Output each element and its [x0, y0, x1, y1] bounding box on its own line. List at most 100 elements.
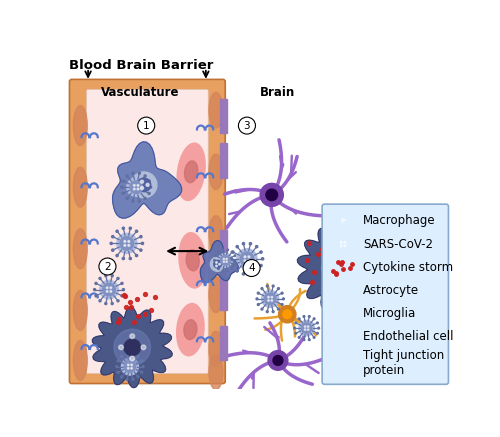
Circle shape — [227, 249, 228, 251]
Circle shape — [210, 257, 224, 271]
Ellipse shape — [184, 320, 197, 340]
Circle shape — [122, 257, 124, 260]
Circle shape — [116, 254, 118, 257]
Circle shape — [356, 243, 358, 245]
Circle shape — [344, 245, 346, 247]
Circle shape — [272, 311, 274, 312]
Text: 3: 3 — [244, 121, 250, 131]
Circle shape — [234, 255, 236, 257]
Text: 1: 1 — [143, 121, 150, 131]
Circle shape — [355, 237, 357, 239]
Circle shape — [250, 273, 252, 275]
Text: 2: 2 — [104, 261, 111, 271]
Circle shape — [278, 308, 280, 310]
Circle shape — [351, 254, 353, 257]
Circle shape — [328, 243, 330, 245]
Circle shape — [132, 378, 134, 380]
Circle shape — [342, 312, 344, 315]
Circle shape — [303, 339, 305, 340]
Circle shape — [250, 243, 252, 245]
Bar — [220, 326, 227, 361]
Circle shape — [136, 254, 138, 257]
Circle shape — [99, 300, 101, 302]
Circle shape — [260, 264, 262, 267]
Circle shape — [283, 310, 292, 319]
Circle shape — [334, 235, 352, 253]
Circle shape — [146, 184, 149, 187]
Circle shape — [214, 260, 222, 268]
Circle shape — [128, 244, 130, 246]
Circle shape — [116, 366, 117, 368]
Circle shape — [131, 368, 132, 369]
Circle shape — [272, 285, 274, 287]
Circle shape — [261, 288, 263, 289]
Circle shape — [238, 117, 256, 134]
Circle shape — [340, 310, 346, 317]
Circle shape — [338, 216, 347, 225]
Circle shape — [138, 200, 140, 202]
Text: Endothelial cell: Endothelial cell — [363, 330, 454, 343]
Circle shape — [117, 277, 119, 279]
Circle shape — [132, 200, 134, 202]
Circle shape — [227, 270, 228, 271]
Circle shape — [216, 262, 218, 263]
Circle shape — [234, 264, 236, 266]
Circle shape — [242, 243, 244, 245]
Ellipse shape — [177, 143, 205, 201]
Circle shape — [340, 245, 342, 247]
Circle shape — [339, 229, 341, 231]
Circle shape — [132, 172, 134, 174]
Circle shape — [122, 180, 124, 182]
Circle shape — [110, 291, 112, 292]
Circle shape — [302, 323, 312, 333]
Circle shape — [322, 248, 362, 288]
Circle shape — [333, 254, 335, 257]
Polygon shape — [298, 224, 386, 312]
Ellipse shape — [339, 332, 347, 342]
Ellipse shape — [334, 323, 351, 350]
Circle shape — [339, 278, 344, 283]
Circle shape — [137, 188, 139, 190]
Circle shape — [127, 178, 146, 196]
Ellipse shape — [74, 229, 88, 269]
Circle shape — [256, 270, 258, 272]
Circle shape — [136, 230, 138, 232]
Circle shape — [114, 329, 150, 365]
Circle shape — [116, 230, 118, 232]
Circle shape — [132, 353, 134, 355]
Circle shape — [131, 172, 157, 198]
Circle shape — [95, 295, 97, 297]
Circle shape — [332, 259, 350, 277]
Ellipse shape — [74, 106, 88, 146]
Circle shape — [260, 251, 262, 253]
Circle shape — [314, 336, 315, 338]
Circle shape — [121, 295, 123, 297]
Circle shape — [148, 180, 150, 182]
Circle shape — [110, 242, 112, 244]
Circle shape — [266, 189, 278, 201]
Polygon shape — [332, 205, 356, 232]
Ellipse shape — [209, 277, 223, 313]
Circle shape — [220, 256, 230, 265]
Circle shape — [308, 326, 309, 327]
Circle shape — [333, 232, 335, 234]
Circle shape — [141, 360, 143, 362]
Circle shape — [100, 281, 118, 299]
Circle shape — [122, 227, 124, 229]
Circle shape — [231, 268, 233, 270]
Circle shape — [137, 355, 139, 357]
Circle shape — [126, 175, 128, 177]
Circle shape — [129, 227, 132, 229]
Circle shape — [266, 285, 268, 287]
Circle shape — [106, 291, 108, 292]
Circle shape — [278, 305, 296, 323]
Circle shape — [150, 186, 152, 188]
Circle shape — [141, 345, 146, 350]
Circle shape — [329, 250, 331, 251]
Circle shape — [105, 274, 107, 277]
Circle shape — [222, 270, 224, 271]
Circle shape — [223, 261, 224, 262]
Circle shape — [124, 244, 126, 246]
Circle shape — [222, 249, 224, 251]
Text: Microglia: Microglia — [363, 307, 416, 320]
